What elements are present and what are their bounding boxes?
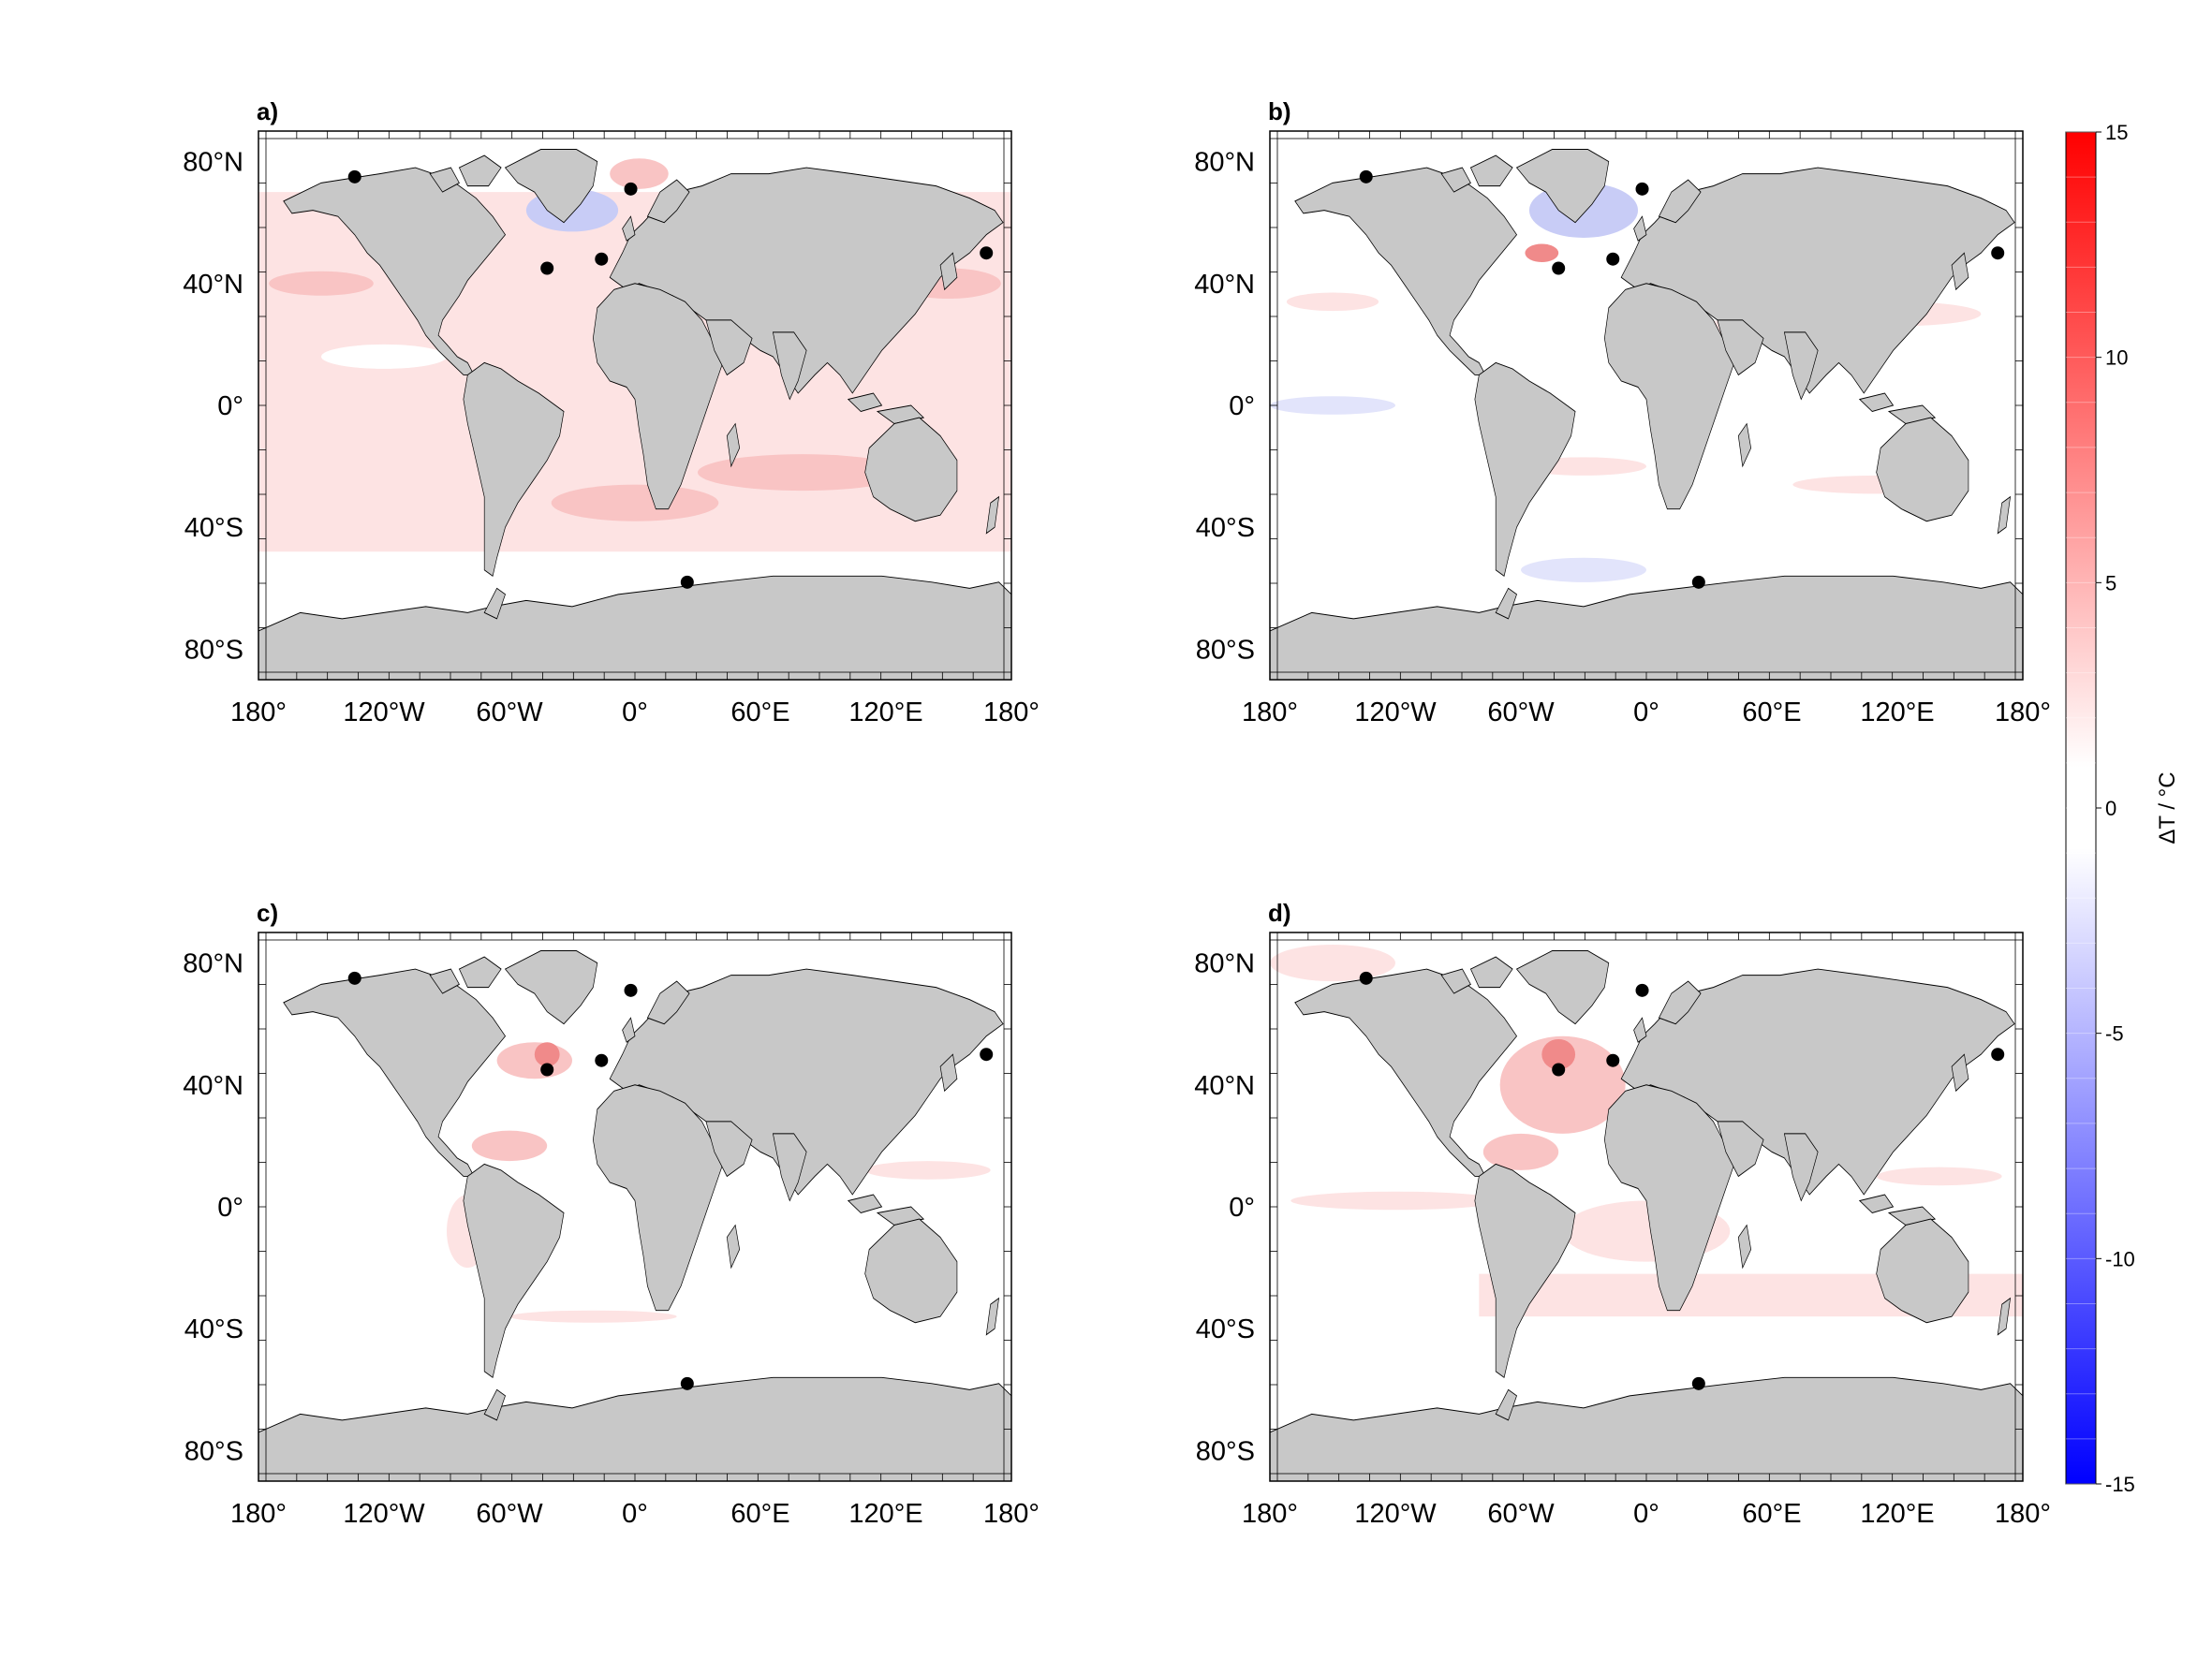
x-tick-label: 180° <box>1995 1499 2051 1529</box>
anomaly-field <box>1270 945 2023 1317</box>
x-tick-label: 180° <box>1242 1499 1298 1529</box>
x-tick-label: 180° <box>983 697 1040 727</box>
site-marker <box>1691 1376 1705 1390</box>
x-tick-label: 0° <box>622 1499 648 1529</box>
x-tick-label: 60°E <box>1742 1499 1801 1529</box>
site-marker <box>540 1063 554 1077</box>
site-marker <box>624 182 638 196</box>
panel-label: a) <box>257 97 278 125</box>
x-tick-label: 180° <box>1995 697 2051 727</box>
x-tick-label: 180° <box>1242 697 1298 727</box>
site-marker <box>1359 169 1373 184</box>
x-tick-label: 120°E <box>1860 1499 1934 1529</box>
x-tick-label: 0° <box>1633 1499 1659 1529</box>
y-tick-label: 40°N <box>183 270 243 300</box>
x-tick-label: 120°W <box>1354 697 1437 727</box>
colorbar-tick-label: 5 <box>2105 571 2116 595</box>
y-tick-label: 80°N <box>1194 148 1255 178</box>
site-marker <box>1991 1048 2005 1062</box>
y-tick-label: 0° <box>217 1193 243 1223</box>
y-tick-label: 40°S <box>1196 1314 1255 1344</box>
map-panel: c) 180° 120°W 60°W 0° 60°E 120°E 180° 80°N 40°N 0°… <box>183 899 1040 1529</box>
map-panel: a) 180° 120°W 60°W 0° 60°E 120°E 180° 80°N 40°N 0°… <box>183 97 1040 727</box>
y-tick-label: 0° <box>217 391 243 421</box>
site-marker <box>1691 575 1705 589</box>
x-tick-label: 120°W <box>343 697 425 727</box>
site-marker <box>680 575 694 589</box>
x-tick-label: 120°W <box>1354 1499 1437 1529</box>
y-tick-label: 80°S <box>184 1436 243 1466</box>
site-marker <box>1635 983 1649 997</box>
y-tick-label: 40°S <box>184 1314 243 1344</box>
x-tick-label: 120°E <box>848 697 922 727</box>
site-marker <box>980 246 994 260</box>
site-marker <box>347 971 361 985</box>
y-tick-label: 40°N <box>1194 270 1255 300</box>
panel-label: b) <box>1268 97 1291 125</box>
y-tick-label: 80°N <box>183 949 243 979</box>
x-tick-label: 120°E <box>1860 697 1934 727</box>
x-tick-label: 0° <box>1633 697 1659 727</box>
site-marker <box>1359 971 1373 985</box>
x-tick-label: 60°E <box>730 1499 789 1529</box>
y-tick-label: 40°S <box>1196 513 1255 543</box>
y-tick-label: 40°S <box>184 513 243 543</box>
map-panel: d) 180° 120°W 60°W 0° 60°E 120°E 180° 80°N 40°N 0°… <box>1194 899 2051 1529</box>
site-marker <box>1635 182 1649 196</box>
y-tick-label: 0° <box>1229 1193 1255 1223</box>
colorbar-tick-label: -10 <box>2105 1247 2135 1270</box>
x-tick-label: 120°E <box>848 1499 922 1529</box>
site-marker <box>595 252 609 266</box>
colorbar-tick-label: -15 <box>2105 1473 2135 1496</box>
site-marker <box>624 983 638 997</box>
colorbar-tick-label: 0 <box>2105 797 2116 820</box>
x-tick-label: 60°E <box>730 697 789 727</box>
site-marker <box>980 1048 994 1062</box>
y-tick-label: 80°N <box>183 148 243 178</box>
y-tick-label: 80°N <box>1194 949 1255 979</box>
x-tick-label: 60°W <box>476 697 543 727</box>
x-tick-label: 180° <box>230 1499 287 1529</box>
site-marker <box>680 1376 694 1390</box>
y-tick-label: 40°N <box>183 1071 243 1101</box>
colorbar-tick-label: 10 <box>2105 346 2128 370</box>
site-marker <box>347 169 361 184</box>
colorbar-tick-label: -5 <box>2105 1022 2124 1046</box>
site-marker <box>1606 1053 1620 1067</box>
y-tick-label: 80°S <box>1196 635 1255 665</box>
x-tick-label: 60°E <box>1742 697 1801 727</box>
map-panel: b) 180° 120°W 60°W 0° 60°E 120°E 180° 80°N 40°N 0°… <box>1194 97 2051 727</box>
site-marker <box>595 1053 609 1067</box>
site-marker <box>1552 1063 1566 1077</box>
x-tick-label: 60°W <box>1487 697 1555 727</box>
site-marker <box>1606 252 1620 266</box>
x-tick-label: 180° <box>983 1499 1040 1529</box>
site-marker <box>540 261 554 275</box>
y-tick-label: 80°S <box>1196 1436 1255 1466</box>
x-tick-label: 120°W <box>343 1499 425 1529</box>
site-marker <box>1552 261 1566 275</box>
colorbar: 15 10 5 0 -5 -10 -15 ΔT / °C <box>2065 121 2180 1496</box>
panel-label: d) <box>1268 899 1291 927</box>
x-tick-label: 60°W <box>476 1499 543 1529</box>
y-tick-label: 0° <box>1229 391 1255 421</box>
x-tick-label: 180° <box>230 697 287 727</box>
x-tick-label: 0° <box>622 697 648 727</box>
colorbar-tick-label: 15 <box>2105 121 2128 144</box>
panel-label: c) <box>257 899 278 927</box>
x-tick-label: 60°W <box>1487 1499 1555 1529</box>
site-marker <box>1991 246 2005 260</box>
colorbar-gradient <box>2065 131 2097 1485</box>
y-tick-label: 40°N <box>1194 1071 1255 1101</box>
y-tick-label: 80°S <box>184 635 243 665</box>
colorbar-title: ΔT / °C <box>2155 771 2180 844</box>
